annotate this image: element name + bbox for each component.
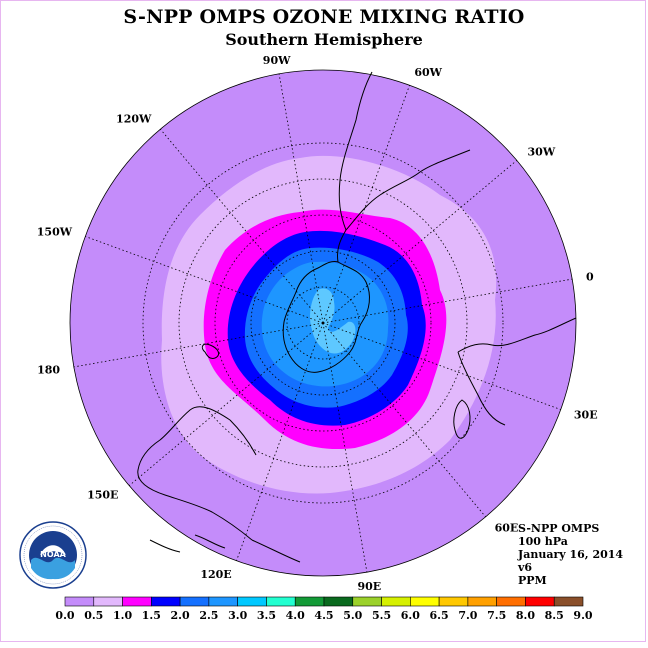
longitude-label: 150E bbox=[87, 489, 118, 502]
info-level: 100 hPa bbox=[518, 535, 568, 548]
longitude-label: 120E bbox=[200, 568, 231, 581]
info-version: v6 bbox=[518, 561, 533, 574]
longitude-label: 180 bbox=[37, 363, 60, 376]
coast-australia bbox=[137, 406, 257, 541]
graticule bbox=[73, 73, 573, 573]
longitude-label: 90W bbox=[263, 54, 291, 67]
map-edge bbox=[69, 69, 577, 577]
coastlines bbox=[137, 71, 577, 563]
longitude-labels: 90W 60W 30W 0 30E 60E 90E 120E 150E 180 150W 120W bbox=[37, 54, 598, 593]
coast-indonesia bbox=[149, 534, 301, 563]
info-date: January 16, 2014 bbox=[518, 548, 624, 561]
coast-antarctica bbox=[282, 261, 370, 373]
longitude-label: 120W bbox=[116, 112, 152, 125]
longitude-label: 60E bbox=[495, 522, 519, 535]
info-instrument: S-NPP OMPS bbox=[518, 522, 600, 535]
longitude-label: 30W bbox=[528, 145, 556, 158]
info-units: PPM bbox=[518, 574, 547, 587]
longitude-label: 30E bbox=[574, 408, 598, 421]
coast-africa bbox=[457, 317, 577, 426]
coast-antarctic-peninsula bbox=[337, 229, 347, 263]
coast-new-zealand bbox=[201, 343, 220, 359]
logo-text: NOAA bbox=[40, 550, 66, 559]
coast-madagascar bbox=[453, 399, 471, 439]
longitude-label: 90E bbox=[358, 580, 382, 593]
longitude-label: 0 bbox=[586, 271, 594, 284]
map-subtitle: Southern Hemisphere bbox=[225, 30, 423, 49]
longitude-label: 60W bbox=[414, 66, 442, 79]
longitude-label: 150W bbox=[37, 226, 73, 239]
info-panel: S-NPP OMPS 100 hPa January 16, 2014 v6 P… bbox=[518, 522, 623, 587]
coast-south-america bbox=[338, 71, 471, 231]
ozone-contour-3-0 bbox=[310, 288, 356, 354]
map-title: S-NPP OMPS OZONE MIXING RATIO bbox=[123, 6, 525, 28]
noaa-logo: NOAA bbox=[19, 521, 87, 589]
